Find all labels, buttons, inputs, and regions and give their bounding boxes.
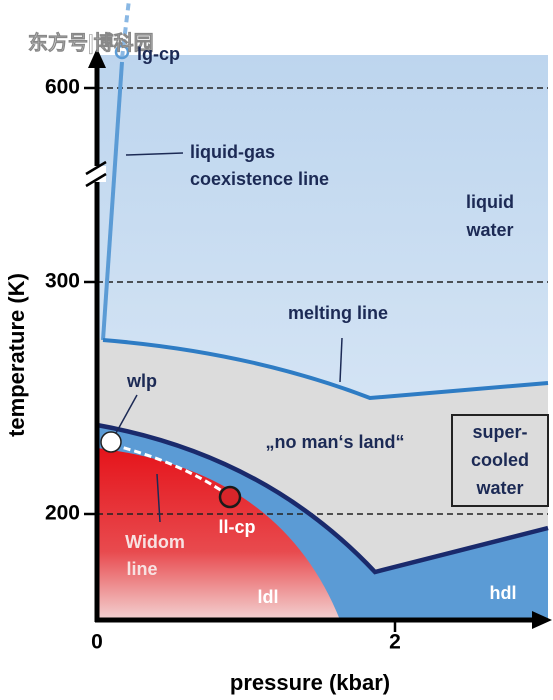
y-tick-label: 300 xyxy=(45,270,80,293)
leader xyxy=(339,337,343,383)
label: cooled xyxy=(471,450,529,470)
leaders xyxy=(115,152,343,523)
label: super- xyxy=(472,422,527,442)
widom-line xyxy=(112,443,229,497)
label: line xyxy=(126,559,157,579)
melting-line xyxy=(102,338,549,401)
label: hdl xyxy=(490,583,517,603)
label: lg-cp xyxy=(137,44,180,64)
axes xyxy=(84,48,552,632)
axis-break xyxy=(85,160,107,176)
x-tick-label: 2 xyxy=(389,631,401,654)
label: Widom xyxy=(125,532,185,552)
y-arrow xyxy=(88,48,106,68)
wlp-point xyxy=(100,431,122,453)
ll-critical-point xyxy=(218,485,242,509)
label: water xyxy=(465,220,513,240)
label: water xyxy=(475,478,523,498)
supercooled-box xyxy=(451,414,549,507)
leader xyxy=(125,152,184,156)
label: wlp xyxy=(126,371,157,391)
y-tick-label: 600 xyxy=(45,76,80,99)
label: melting line xyxy=(288,303,388,323)
watermark: 东方号|博科园 xyxy=(28,30,154,54)
leader xyxy=(156,473,161,523)
label: liquid-gas xyxy=(190,142,275,162)
leader xyxy=(115,394,138,434)
liquid-gas-line xyxy=(101,61,124,341)
regions xyxy=(97,55,548,620)
label: „no man‘s land“ xyxy=(265,432,404,452)
liquid-gas-extension xyxy=(120,0,131,59)
x-tick-label: 0 xyxy=(91,631,103,654)
y-tick-label: 200 xyxy=(45,502,80,525)
tmd-line xyxy=(96,422,549,575)
label: liquid xyxy=(466,192,514,212)
y-axis-title: temperature (K) xyxy=(4,273,29,437)
reference-lines xyxy=(97,87,548,515)
label: ldl xyxy=(258,587,279,607)
lg-critical-point xyxy=(114,44,130,60)
label: coexistence line xyxy=(190,169,329,189)
x-axis-title: pressure (kbar) xyxy=(230,670,390,695)
label: ll-cp xyxy=(218,517,255,537)
x-arrow xyxy=(532,611,552,629)
axis-break xyxy=(85,172,107,188)
